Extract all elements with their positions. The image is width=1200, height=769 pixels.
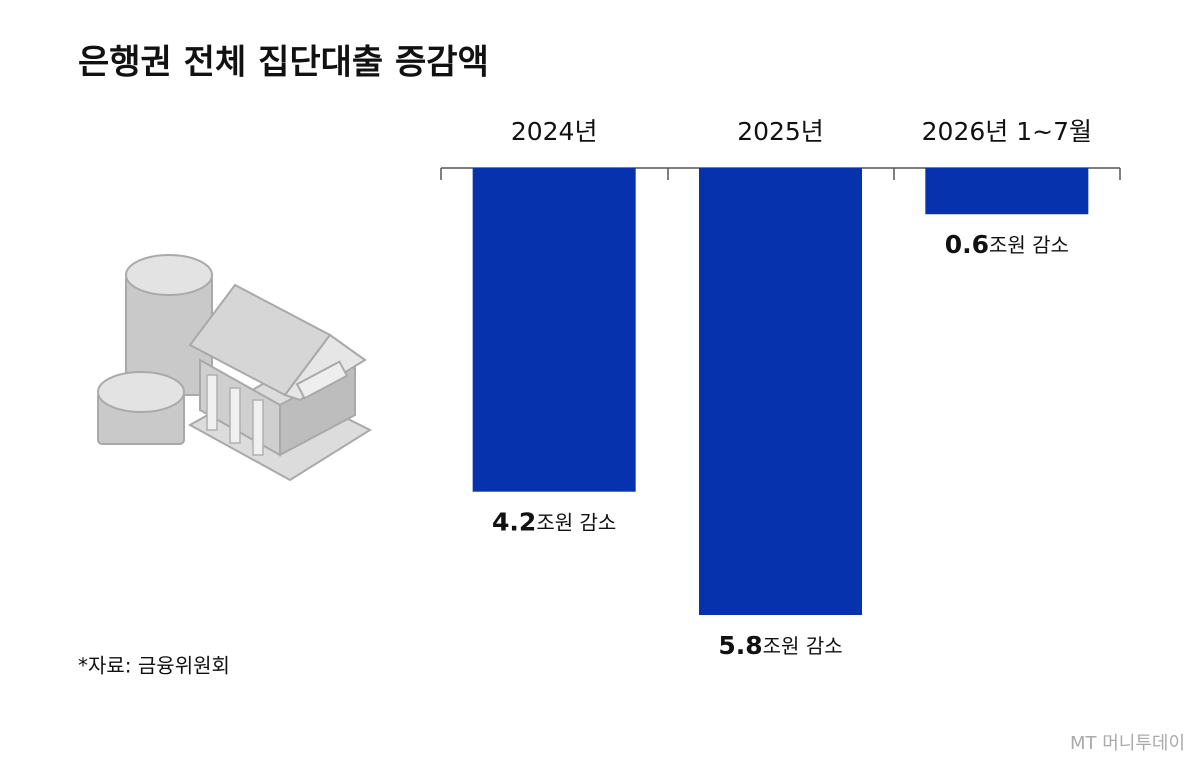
value-label: 5.8조원 감소 — [718, 631, 842, 660]
x-tick-label: 2025년 — [737, 117, 824, 146]
value-label: 4.2조원 감소 — [492, 508, 616, 537]
chart-title: 은행권 전체 집단대출 증감액 — [78, 43, 489, 83]
x-tick-label: 2024년 — [511, 117, 598, 146]
bar — [925, 168, 1089, 215]
watermark: MT 머니투데이 — [1070, 733, 1185, 754]
value-label: 0.6조원 감소 — [945, 230, 1069, 259]
bar — [472, 168, 636, 492]
source-note: *자료: 금융위원회 — [78, 654, 230, 678]
x-tick-label: 2026년 1~7월 — [922, 117, 1092, 146]
bank-illustration — [97, 254, 373, 482]
bar — [699, 168, 862, 615]
